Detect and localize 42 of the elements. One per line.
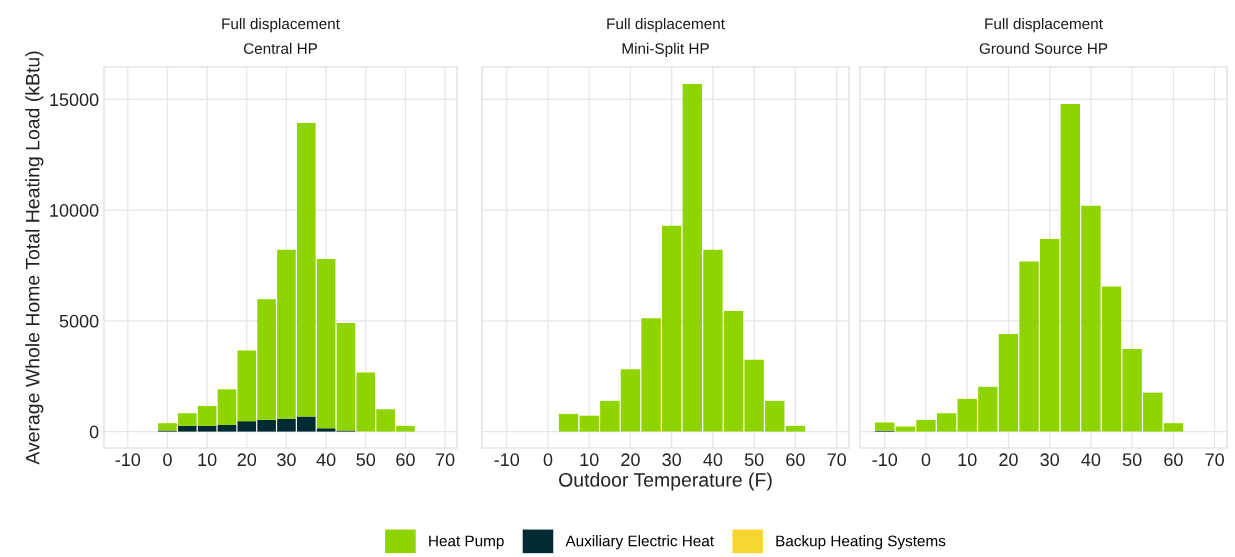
x-tick-label: 70 [435, 453, 455, 467]
legend-label: Backup Heating Systems [776, 535, 946, 550]
x-tick-label: 50 [356, 453, 376, 467]
legend-label: Auxiliary Electric Heat [565, 535, 714, 550]
legend-label: Heat Pump [429, 535, 504, 550]
x-tick-label: 30 [1040, 453, 1060, 467]
x-tick-label: 20 [621, 453, 640, 467]
x-tick-label: 10 [580, 453, 599, 467]
x-tick-label: 30 [662, 453, 682, 467]
chart-subtitle: Central HP [243, 42, 318, 54]
x-tick-label: 10 [958, 453, 977, 467]
x-tick-label: 70 [1205, 453, 1224, 467]
x-tick-label: -10 [872, 453, 898, 467]
y-tick-label: 15000 [50, 93, 99, 107]
chart-subtitle: Ground Source HP [979, 42, 1108, 54]
x-tick-label: 50 [744, 453, 764, 467]
x-tick-label: 60 [396, 453, 415, 467]
x-tick-label: 0 [921, 453, 931, 467]
x-axis-title: Outdoor Temperature (F) [559, 472, 772, 491]
x-tick-label: 70 [827, 453, 846, 467]
chart-title: Full displacement [222, 17, 340, 33]
y-tick-label: 10000 [50, 204, 99, 217]
x-tick-label: 0 [543, 453, 553, 467]
chart-subtitle: Mini-Split HP [622, 42, 709, 57]
x-tick-label: 50 [1122, 453, 1142, 467]
chart-title: Full displacement [607, 17, 725, 33]
x-tick-label: 60 [1164, 453, 1183, 467]
x-tick-label: -10 [115, 453, 141, 467]
y-tick-label: 0 [89, 425, 99, 439]
x-tick-label: -10 [494, 453, 520, 467]
x-tick-label: 60 [786, 453, 805, 467]
x-tick-label: 30 [277, 453, 296, 467]
x-tick-label: 20 [999, 453, 1018, 467]
x-tick-label: 40 [1081, 453, 1101, 467]
x-tick-label: 10 [198, 453, 217, 467]
y-tick-label: 5000 [59, 314, 99, 328]
x-tick-label: 40 [316, 453, 336, 467]
y-axis-title: Average Whole Home Total Heating Load (kBtu) [25, 51, 44, 465]
x-tick-label: 0 [163, 453, 172, 467]
x-tick-label: 40 [703, 453, 723, 467]
chart-title: Full displacement [985, 17, 1103, 33]
x-tick-label: 20 [237, 453, 257, 467]
